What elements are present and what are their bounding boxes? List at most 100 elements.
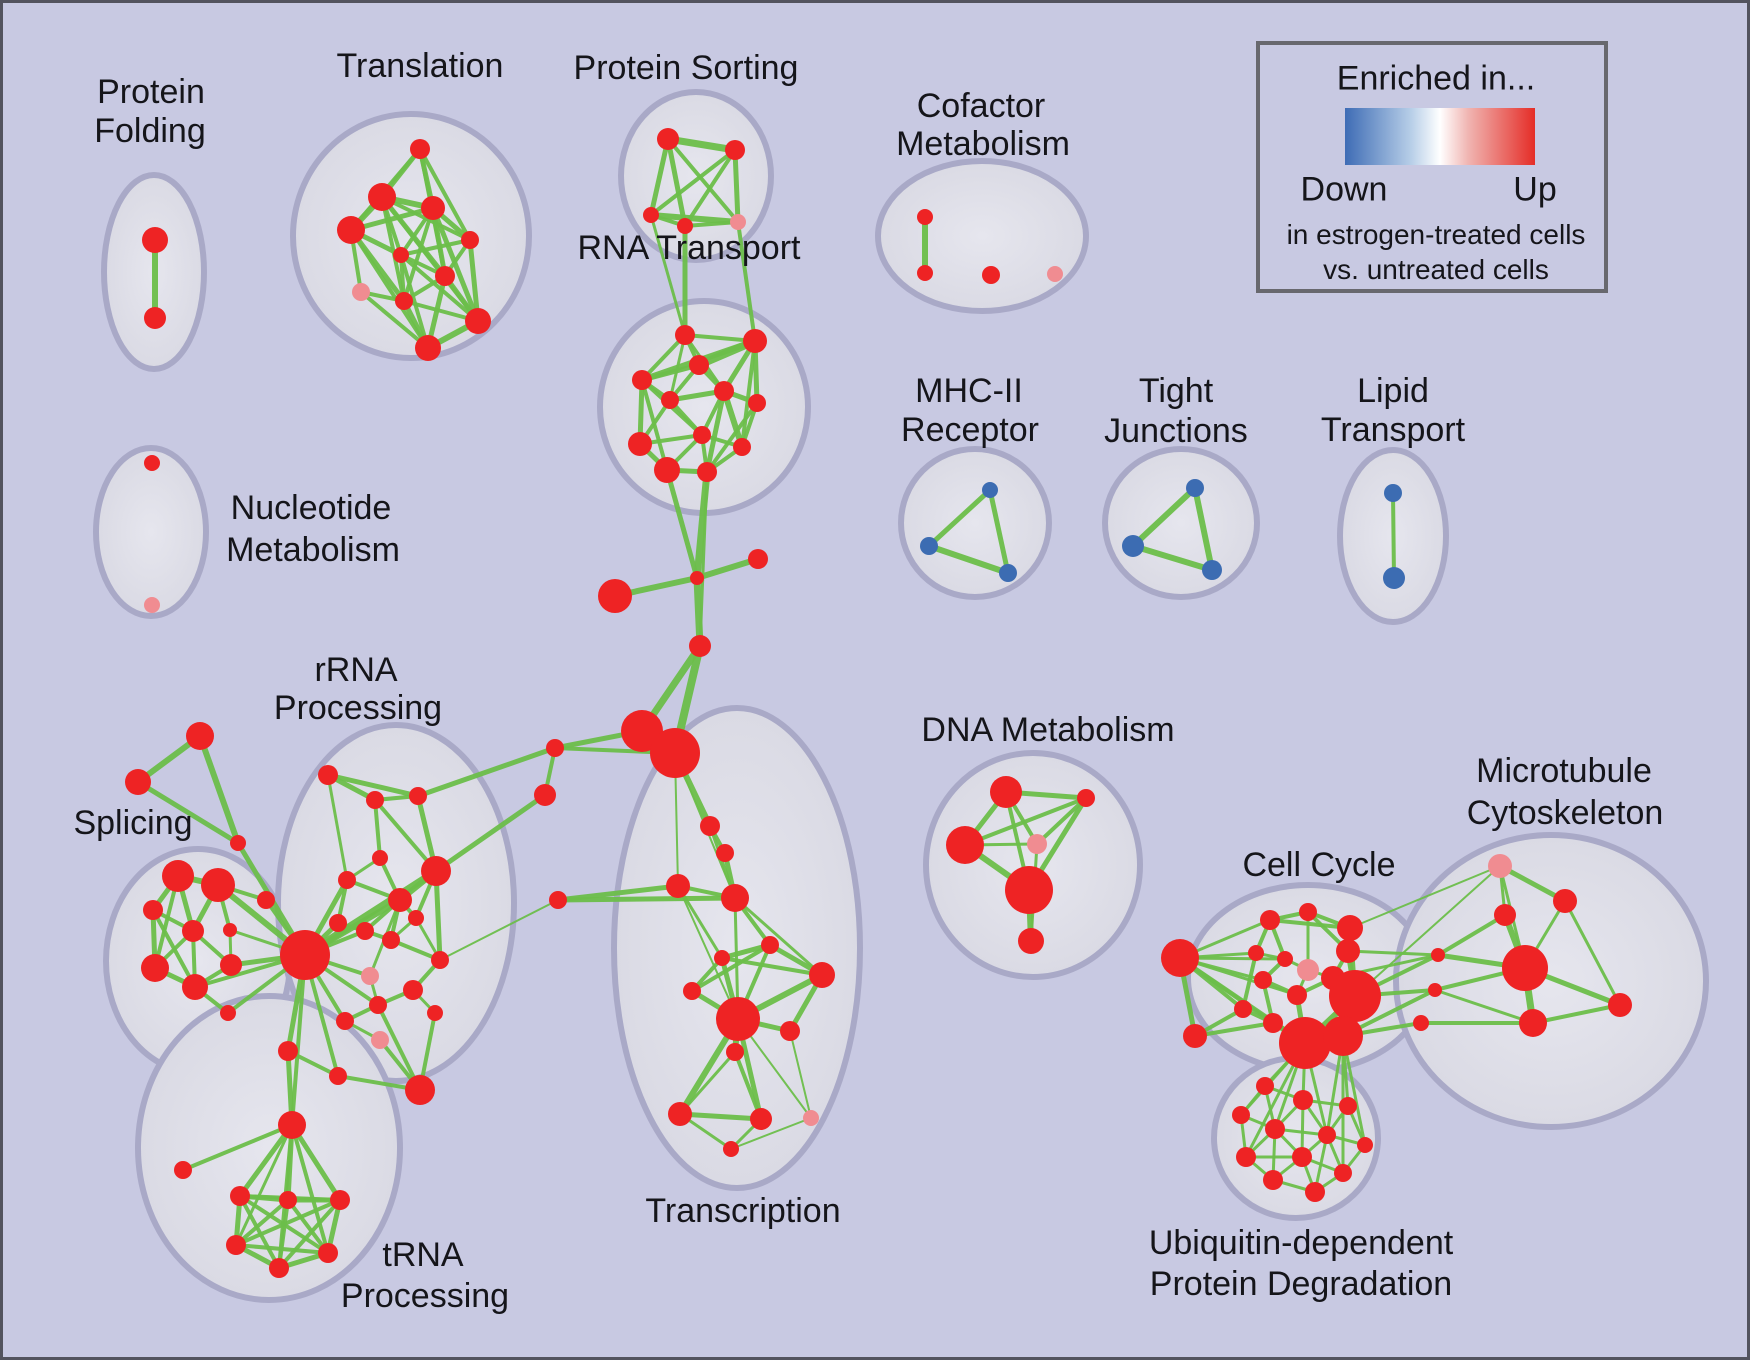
node-s8: [257, 891, 275, 909]
node-cc9: [1254, 971, 1272, 989]
cluster-ellipse-trna-processing: [135, 993, 403, 1303]
edge-tr9-tr10: [678, 1050, 737, 1116]
edge-t6-t10: [399, 253, 480, 323]
cluster-ellipse-cofactor-metabolism: [875, 158, 1089, 314]
node-u11: [1263, 1170, 1283, 1190]
cluster-label-protein-folding-line2: Folding: [94, 112, 206, 150]
node-th: [278, 1111, 306, 1139]
cluster-label-nucleotide-metabolism-line2: Metabolism: [226, 531, 400, 569]
node-c3: [598, 579, 632, 613]
node-tr5: [809, 962, 835, 988]
node-cc13: [1263, 1013, 1283, 1033]
node-cc2: [1299, 903, 1317, 921]
node-m1: [1488, 854, 1512, 878]
edge-r2-r5: [373, 798, 382, 860]
cluster-label-transcription: Transcription: [645, 1192, 840, 1230]
node-r11: [408, 910, 424, 926]
node-x2: [279, 1191, 297, 1209]
node-cc11: [1329, 970, 1381, 1022]
edge-rt1-rt4: [640, 333, 687, 382]
edge-m2-m6: [1563, 899, 1622, 1007]
node-r12: [431, 951, 449, 969]
node-t4: [337, 216, 365, 244]
edge-t6-t11: [399, 253, 430, 350]
node-cc16: [1183, 1024, 1207, 1048]
edge-ps1-ps3: [648, 136, 671, 218]
node-r9: [356, 922, 374, 940]
edge-x2-x4: [234, 1198, 290, 1247]
node-rt6: [661, 391, 679, 409]
node-u5: [1265, 1119, 1285, 1139]
node-t7: [435, 266, 455, 286]
edge-m7-m3: [1436, 913, 1507, 957]
node-cc10: [1287, 985, 1307, 1005]
edge-th-x3: [289, 1122, 343, 1203]
node-rt12: [697, 462, 717, 482]
node-rt1: [675, 325, 695, 345]
node-u1: [1256, 1077, 1274, 1095]
node-c2: [748, 549, 768, 569]
node-r10: [382, 931, 400, 949]
edge-cc11-m1: [1354, 865, 1501, 997]
cluster-label-ubiquitin-degradation-line1: Ubiquitin-dependent: [1149, 1224, 1454, 1262]
node-tj2: [1122, 535, 1144, 557]
node-tr8: [780, 1021, 800, 1041]
node-rt7: [748, 394, 766, 412]
cluster-label-cell-cycle: Cell Cycle: [1242, 846, 1395, 884]
node-cc15: [1323, 1016, 1363, 1056]
cluster-label-translation: Translation: [337, 47, 504, 85]
node-m5: [1519, 1009, 1547, 1037]
edge-ps3-rt1: [649, 213, 687, 337]
node-cc12: [1234, 1000, 1252, 1018]
edge-st1-conn: [197, 733, 241, 846]
edge-ps2-ps4: [683, 148, 737, 228]
node-cf4: [1047, 266, 1063, 282]
edge-tr3-tr6: [690, 943, 772, 993]
node-c1: [690, 571, 704, 585]
edge-m8-m5: [1433, 988, 1535, 1025]
edge-x1-x6: [238, 1194, 281, 1270]
cluster-label-microtubule-cytoskeleton-line1: Microtubule: [1476, 752, 1652, 790]
node-h1: [621, 710, 663, 752]
cluster-label-splicing: Splicing: [73, 804, 192, 842]
node-d4: [1027, 834, 1047, 854]
node-u3: [1339, 1097, 1357, 1115]
node-r2: [366, 791, 384, 809]
edge-r2-r4: [373, 798, 438, 873]
node-tr12: [803, 1110, 819, 1126]
cluster-ellipse-microtubule-cytoskeleton: [1393, 832, 1709, 1130]
node-r16: [427, 1005, 443, 1021]
node-t11: [415, 335, 441, 361]
edge-ps2-ps3: [649, 148, 737, 217]
node-r3: [409, 787, 427, 805]
cluster-label-protein-folding-line1: Protein: [97, 73, 205, 111]
edge-m5-m6: [1531, 1003, 1622, 1025]
node-x6: [269, 1258, 289, 1278]
edge-t3-t10: [430, 205, 481, 324]
node-tr9: [726, 1043, 744, 1061]
node-d3: [946, 826, 984, 864]
node-cc1: [1260, 910, 1280, 930]
cluster-label-rrna-processing-line1: rRNA: [314, 651, 397, 689]
edge-x4-x5: [234, 1243, 330, 1255]
node-t2: [368, 183, 396, 211]
node-st2: [125, 769, 151, 795]
node-s1: [162, 860, 194, 892]
node-ts: [174, 1161, 192, 1179]
node-r18: [371, 1031, 389, 1049]
edge-mh1-mh2: [926, 487, 993, 549]
node-cc3: [1337, 915, 1363, 941]
legend-caption-line2: vs. untreated cells: [1323, 254, 1549, 285]
node-t3: [421, 196, 445, 220]
cluster-label-cofactor-metabolism-line1: Cofactor: [917, 87, 1046, 125]
node-r6: [338, 871, 356, 889]
edge-tr9-tr11: [733, 1050, 763, 1121]
edge-x3-x4: [234, 1198, 342, 1247]
cluster-label-cofactor-metabolism-line2: Metabolism: [896, 125, 1070, 163]
legend-caption-line1: in estrogen-treated cells: [1286, 219, 1586, 250]
edge-r21-r15: [376, 1003, 422, 1092]
edge-ps2-ps5: [732, 147, 741, 225]
node-tj3: [1202, 560, 1222, 580]
edge-th-ts: [181, 1123, 294, 1172]
